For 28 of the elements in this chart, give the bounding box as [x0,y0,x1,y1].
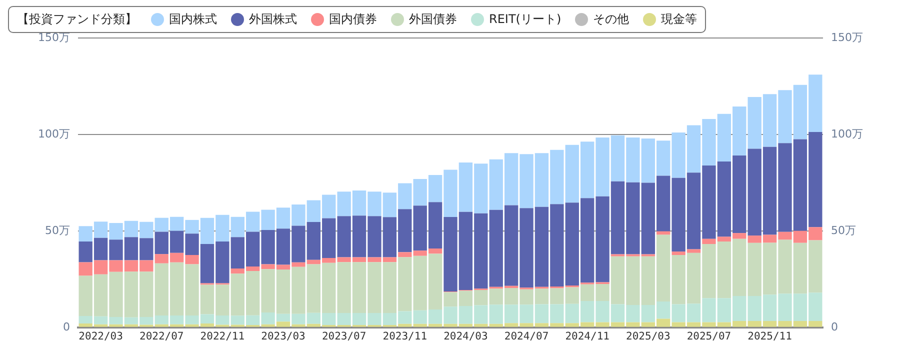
x-tick-label: 2025/07 [686,330,732,342]
legend-label: 外国株式 [249,11,297,28]
y-tick-label: 100万 [38,127,70,140]
x-tick-label: 2022/11 [200,330,245,342]
x-tick-label: 2022/03 [78,330,123,342]
y-tick-label: 0 [62,320,70,334]
x-tick-label: 2025/11 [748,330,792,342]
legend-label: 外国債券 [409,11,457,28]
legend-label: 国内債券 [329,11,377,28]
x-tick-label: 2024/03 [444,330,488,342]
legend-title: 【投資ファンド分類】 [17,11,137,28]
y2-tick-label: 0 [831,320,838,334]
x-tick-label: 2024/11 [565,330,610,342]
legend-label: 現金等 [661,11,698,28]
y-tick-label: 50万 [44,224,70,237]
y2-tick-label: 100万 [831,127,864,140]
x-tick-label: 2025/03 [626,330,670,342]
legend-label: 国内株式 [169,11,217,28]
y-tick-label: 150万 [38,30,70,44]
y2-tick-label: 150万 [831,30,864,44]
x-tick-label: 2023/07 [322,330,366,342]
x-tick-label: 2024/07 [504,330,549,342]
x-tick-label: 2023/03 [261,330,306,342]
y2-tick-label: 50万 [831,224,856,237]
x-tick-label: 2023/11 [382,330,428,342]
x-tick-label: 2022/07 [139,330,184,342]
legend-label: その他 [593,11,630,28]
legend-label: REIT(リート) [489,11,562,28]
